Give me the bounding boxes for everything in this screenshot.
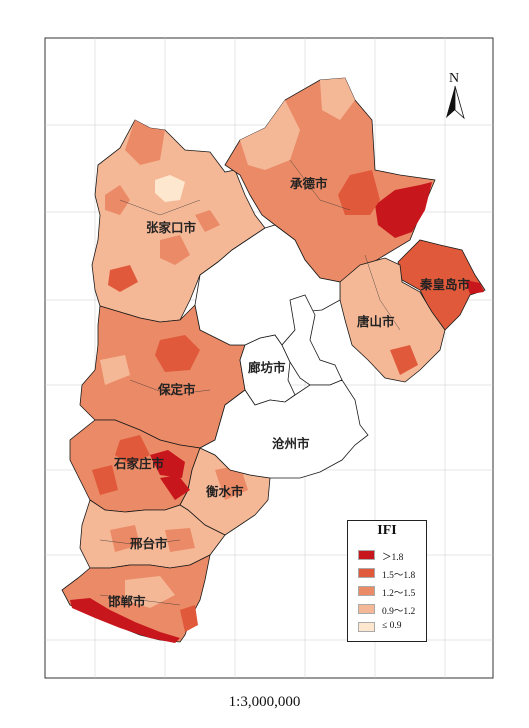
legend: IFI ＞1.8 1.5～1.8 1.2～1.5 0.9～1.2 ≤ 0.9 — [347, 520, 427, 642]
legend-label: 1.5～1.8 — [382, 571, 416, 581]
label-baoding: 保定市 — [157, 382, 196, 397]
region-cangzhou — [199, 379, 369, 479]
legend-title: IFI — [377, 523, 397, 538]
north-arrow: N — [446, 71, 465, 120]
legend-row: 1.2～1.5 — [358, 585, 424, 599]
label-handan: 邯郸市 — [108, 594, 146, 609]
label-shijiazhuang: 石家庄市 — [113, 456, 165, 471]
legend-swatch — [358, 550, 375, 560]
legend-row: ＞1.8 — [358, 549, 424, 563]
region-qinhuangdao — [397, 239, 486, 331]
ifi-patches — [70, 78, 484, 643]
legend-swatch — [358, 586, 375, 596]
legend-row: 0.9～1.2 — [358, 603, 424, 617]
legend-row: 1.5～1.8 — [358, 567, 424, 581]
legend-label: 0.9～1.2 — [382, 607, 416, 617]
label-xingtai: 邢台市 — [130, 536, 168, 551]
legend-swatch — [358, 568, 375, 578]
label-cangzhou: 沧州市 — [272, 436, 310, 451]
legend-label: ＞1.8 — [382, 553, 404, 563]
legend-label: 1.2～1.5 — [382, 589, 416, 599]
label-langfang: 廊坊市 — [248, 360, 286, 375]
label-hengshui: 衡水市 — [206, 484, 244, 499]
scale-label: 1:3,000,000 — [228, 694, 301, 710]
label-zhangjiakou: 张家口市 — [146, 220, 197, 235]
legend-label: ≤ 0.9 — [382, 621, 402, 631]
legend-swatch — [358, 604, 375, 614]
legend-row: ≤ 0.9 — [358, 621, 424, 634]
region-tangshan — [339, 257, 446, 383]
label-chengde: 承德市 — [290, 176, 328, 191]
label-qinhuangdao: 秦皇岛市 — [419, 277, 471, 292]
north-arrow-letter: N — [449, 71, 459, 86]
label-tangshan: 唐山市 — [357, 314, 395, 329]
legend-swatch — [358, 622, 375, 632]
map-frame — [44, 37, 494, 679]
county-boundaries — [99, 159, 401, 606]
